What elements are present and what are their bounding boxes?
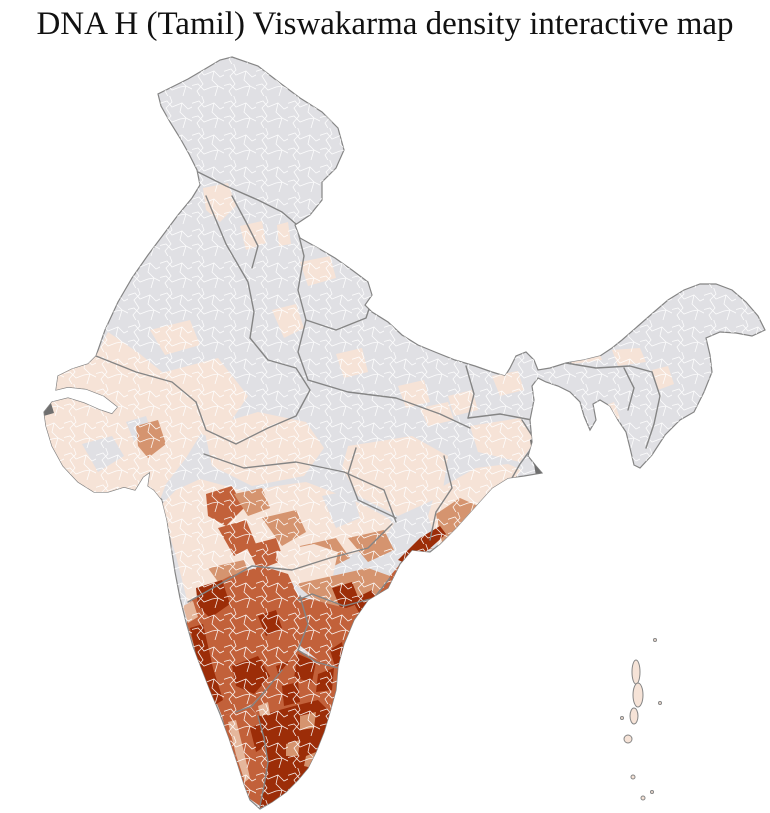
district-patch[interactable]: [346, 664, 364, 690]
state-west-bengal[interactable]: West Bengal: [528, 332, 562, 358]
map-title: DNA H (Tamil) Viswakarma density interac…: [36, 6, 734, 42]
andaman-nicobar-islands[interactable]: Andaman & Nicobar Islands Andaman & Nico…: [620, 638, 662, 801]
state-borders: [95, 171, 661, 807]
state-west-bengal[interactable]: West Bengal: [536, 390, 558, 418]
